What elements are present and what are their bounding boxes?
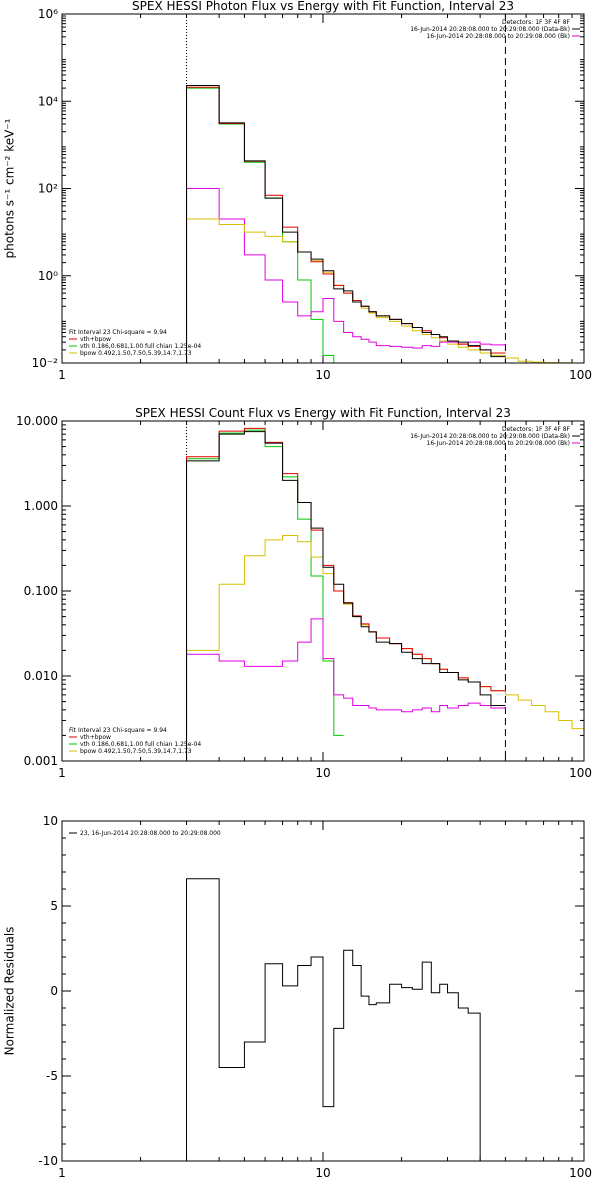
- x-tick-label: 1: [58, 368, 66, 382]
- y-tick-label: 5: [50, 899, 58, 913]
- y-axis-label: Normalized Residuals: [3, 927, 17, 1056]
- plot-frame: [61, 13, 585, 364]
- y-tick-label: 0.001: [24, 754, 58, 768]
- y-tick-label: -10: [38, 1154, 58, 1168]
- y-tick-label: 10⁻²: [32, 356, 59, 370]
- x-tick-label: 10: [315, 368, 330, 382]
- legend-header: Fit Interval 23 Chi-square = 9.94: [69, 329, 167, 336]
- series-data: [186, 84, 506, 363]
- chart-panel-3: Normalized Residuals 1 10 100 -10 -5 0 5 10 23, 1…: [3, 814, 593, 1180]
- legend-entry: vth 0.186,0.681,1.00 full chian 1.25e-04: [80, 343, 201, 350]
- y-tick-label: 0.010: [24, 669, 58, 683]
- series-vth-bpow: [186, 188, 506, 363]
- chart-title: SPEX HESSI Photon Flux vs Energy with Fi…: [132, 0, 514, 13]
- info-line: Detectors: 1F 3F 4F 8F: [502, 426, 571, 433]
- y-tick-label: 0: [50, 984, 58, 998]
- legend-entry: vth 0.186,0.681,1.00 full chian 1.25e-04: [80, 741, 201, 748]
- series-data: [186, 878, 506, 1162]
- chart-title: SPEX HESSI Count Flux vs Energy with Fit…: [135, 406, 511, 420]
- series-vth: [186, 429, 344, 761]
- info-line: 16-Jun-2014 20:28:08.000 to 20:29:08.000…: [427, 33, 570, 40]
- info-line: 16-Jun-2014 20:28:08.000 to 20:29:08.000…: [427, 440, 570, 447]
- x-tick-label: 10: [315, 766, 330, 780]
- x-tick-label: 10: [315, 1166, 330, 1180]
- series-total: [186, 427, 506, 761]
- y-tick-label: 10⁴: [38, 94, 58, 108]
- y-axis-label: photons s⁻¹ cm⁻² keV⁻¹: [3, 118, 17, 258]
- y-tick-label: 10⁰: [38, 269, 58, 283]
- plot-frame: [61, 420, 585, 762]
- series-bpow: [186, 534, 584, 761]
- info-line: 16-Jun-2014 20:28:08.000 to 20:29:08.000…: [410, 433, 570, 440]
- plot-frame: [61, 820, 585, 1162]
- series-vth: [186, 87, 344, 364]
- legend-entry: bpow 0.492,1.50,7.50,5.39,14.7,1.73: [80, 350, 192, 357]
- x-tick-label: 100: [569, 1166, 592, 1180]
- legend-entry: vth+bpow: [80, 336, 111, 343]
- y-tick-label: 0.100: [24, 584, 58, 598]
- legend-entry: bpow 0.492,1.50,7.50,5.39,14.7,1.73: [80, 748, 192, 755]
- y-tick-label: 10: [43, 814, 58, 828]
- legend-entry: 23, 16-Jun-2014 20:28:08.000 to 20:29:08…: [80, 830, 221, 837]
- info-line: Detectors: 1F 3F 4F 8F: [502, 19, 571, 26]
- chart-panel-1: SPEX HESSI Photon Flux vs Energy with Fi…: [3, 0, 593, 382]
- series-data: [186, 431, 506, 761]
- info-line: 16-Jun-2014 20:28:08.000 to 20:29:08.000…: [410, 26, 570, 33]
- x-tick-label: 100: [569, 766, 592, 780]
- y-tick-label: -5: [46, 1069, 58, 1083]
- series-total: [186, 86, 506, 363]
- chart-panel-2: SPEX HESSI Count Flux vs Energy with Fit…: [16, 406, 592, 780]
- legend-entry: vth+bpow: [80, 734, 111, 741]
- y-tick-label: 1.000: [24, 499, 58, 513]
- x-tick-label: 1: [58, 1166, 66, 1180]
- x-tick-label: 1: [58, 766, 66, 780]
- y-tick-label: 10.000: [16, 414, 58, 428]
- y-tick-label: 10²: [38, 182, 58, 196]
- legend-header: Fit Interval 23 Chi-square = 9.94: [69, 727, 167, 734]
- series-vth-bpow: [186, 618, 506, 761]
- x-tick-label: 100: [569, 368, 592, 382]
- y-tick-label: 10⁶: [38, 7, 58, 21]
